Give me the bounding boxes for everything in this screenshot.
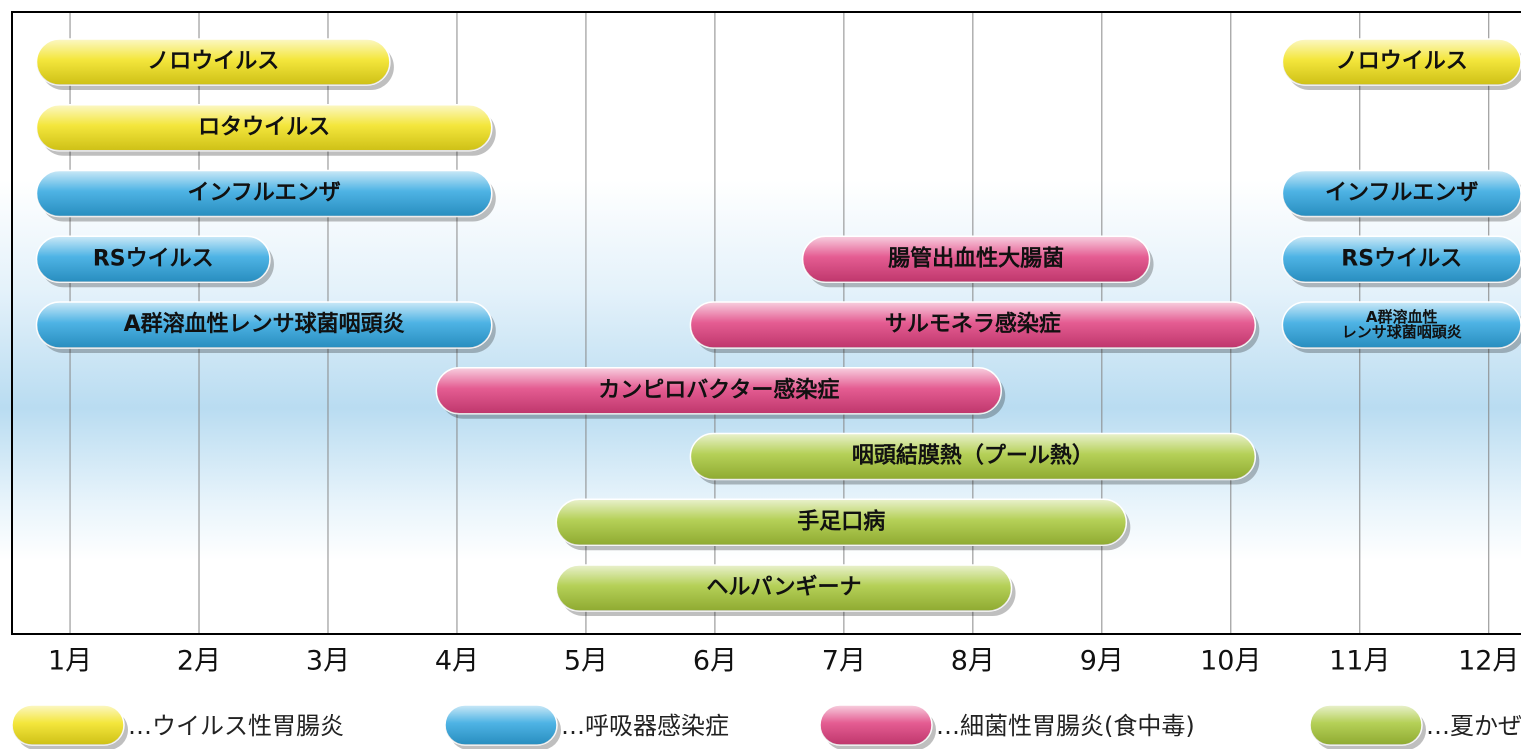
bar (689, 432, 1260, 485)
legend-swatch (1309, 704, 1426, 749)
bar-label: レンサ球菌咽頭炎 (1342, 323, 1462, 341)
bar (35, 38, 394, 90)
bar-gloss (1282, 170, 1521, 217)
bar-label: インフルエンザ (187, 181, 340, 206)
x-tick-label: 3月 (306, 646, 350, 677)
bar (435, 367, 1006, 419)
bar-gloss (436, 367, 1002, 414)
bar-gloss (1282, 302, 1521, 348)
bar-label: ロタウイルス (198, 115, 330, 140)
bar-label: ヘルパンギーナ (706, 575, 861, 600)
legend-swatch-gloss (820, 705, 932, 745)
x-tick-label: 12月 (1458, 646, 1519, 677)
legend-swatch (819, 704, 936, 749)
x-tick-label: 5月 (564, 646, 608, 677)
bar (689, 301, 1260, 353)
legend-swatch-gloss (12, 705, 124, 745)
bar-label: A群溶血性 (1366, 308, 1438, 326)
x-tick-label: 4月 (435, 646, 479, 677)
bar-gloss (1282, 236, 1521, 283)
x-tick-label: 6月 (693, 646, 737, 677)
bar (35, 104, 496, 156)
bar (35, 235, 274, 288)
bar-label: 手足口病 (797, 508, 885, 534)
bar-gloss (556, 499, 1127, 546)
bar-gloss (36, 236, 270, 283)
bar (555, 564, 1016, 616)
bar (1281, 235, 1521, 288)
x-tick-label: 11月 (1329, 646, 1390, 677)
bar-gloss (690, 433, 1256, 480)
plot-frame (11, 11, 1521, 635)
bar-gloss (36, 39, 390, 85)
bar-label: カンピロバクター感染症 (598, 377, 839, 403)
bar-gloss (1282, 39, 1521, 85)
bar (35, 301, 496, 353)
legend-swatch-gloss (445, 705, 557, 745)
bar-label: RSウイルス (1341, 246, 1462, 271)
bar-gloss (802, 236, 1150, 283)
bar-label: ノロウイルス (1336, 49, 1468, 74)
x-tick-label: 2月 (177, 646, 221, 677)
x-tick-label: 10月 (1200, 646, 1261, 677)
legend-label: …細菌性胃腸炎(食中毒) (936, 712, 1195, 740)
legend-swatch-gloss (1310, 705, 1422, 745)
legend-label: …ウイルス性胃腸炎 (128, 712, 344, 740)
bar-label: 咽頭結膜熱（プール熱） (852, 443, 1094, 469)
bar-label: A群溶血性レンサ球菌咽頭炎 (124, 311, 405, 337)
x-tick-label: 1月 (48, 646, 92, 677)
bar-gloss (556, 565, 1012, 611)
legend-swatch (444, 704, 561, 749)
bar (801, 235, 1154, 288)
legend-label: …呼吸器感染症 (561, 712, 729, 740)
x-tick-label: 8月 (951, 646, 995, 677)
bar-label: 腸管出血性大腸菌 (888, 245, 1064, 271)
bar-label: RSウイルス (93, 246, 214, 271)
bar-gloss (36, 302, 492, 348)
x-tick-label: 7月 (822, 646, 866, 677)
bar-label: インフルエンザ (1325, 181, 1478, 206)
bar-gloss (36, 104, 492, 151)
bar (555, 498, 1131, 551)
bar (1281, 38, 1521, 90)
bar (35, 169, 496, 222)
bar (1281, 169, 1521, 222)
bar-gloss (690, 302, 1256, 348)
bar-label: サルモネラ感染症 (885, 311, 1061, 337)
legend-swatch (11, 704, 128, 749)
bar-label: ノロウイルス (147, 49, 279, 74)
x-tick-label: 9月 (1080, 646, 1124, 677)
bar (1281, 301, 1521, 353)
bar-gloss (36, 170, 492, 217)
legend-label: …夏かぜ (1426, 712, 1521, 740)
